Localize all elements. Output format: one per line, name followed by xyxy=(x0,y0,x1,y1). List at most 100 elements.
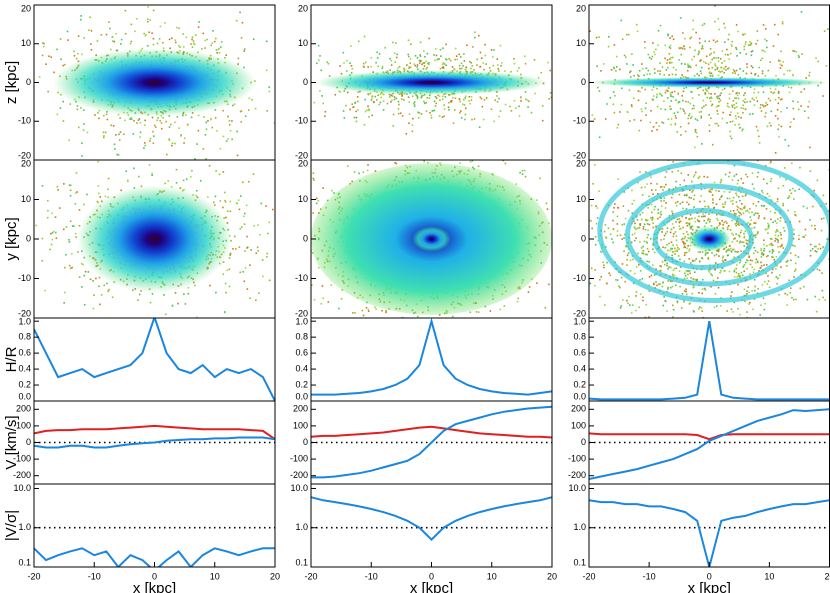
particle xyxy=(80,107,82,109)
particle xyxy=(754,236,757,239)
particle xyxy=(688,303,691,305)
particle xyxy=(679,285,681,288)
particle xyxy=(412,117,414,120)
particle xyxy=(147,20,149,23)
particle xyxy=(107,177,110,180)
particle xyxy=(168,138,170,140)
particle xyxy=(692,175,695,178)
particle xyxy=(246,235,248,238)
particle xyxy=(425,68,427,70)
particle xyxy=(707,257,710,259)
particle xyxy=(443,108,446,110)
particle xyxy=(330,189,333,192)
particle xyxy=(351,68,354,70)
particle xyxy=(798,188,800,191)
particle xyxy=(77,126,80,129)
particle xyxy=(613,111,616,114)
particle xyxy=(643,74,645,77)
particle xyxy=(464,118,466,121)
particle xyxy=(769,210,772,213)
particle xyxy=(235,19,238,22)
particle xyxy=(297,187,299,189)
y-tick-label: -20 xyxy=(18,150,31,160)
particle xyxy=(239,228,242,230)
particle xyxy=(31,260,33,262)
particle xyxy=(41,237,44,240)
particle xyxy=(654,226,657,228)
particle xyxy=(243,48,246,50)
particle xyxy=(770,218,772,221)
particle xyxy=(749,113,751,116)
particle xyxy=(752,308,754,311)
particle xyxy=(466,155,468,157)
particle xyxy=(528,100,530,103)
particle xyxy=(420,95,423,98)
particle xyxy=(659,265,661,267)
particle xyxy=(47,90,49,93)
particle xyxy=(162,117,164,119)
particle xyxy=(408,55,410,58)
particle xyxy=(687,66,690,68)
particle xyxy=(710,93,712,95)
particle xyxy=(741,195,744,198)
particle xyxy=(661,121,663,124)
particle xyxy=(162,41,164,44)
particle xyxy=(753,91,755,94)
particle xyxy=(51,238,54,241)
particle xyxy=(637,181,639,184)
particle xyxy=(648,316,650,318)
particle xyxy=(681,95,684,97)
particle xyxy=(518,67,520,69)
particle xyxy=(669,37,671,39)
particle xyxy=(268,221,271,224)
particle xyxy=(716,217,718,220)
particle xyxy=(124,119,126,122)
particle xyxy=(785,261,788,263)
particle xyxy=(86,131,89,134)
y-axis-label: z [kpc] xyxy=(3,61,20,104)
particle xyxy=(754,285,756,288)
particle xyxy=(442,47,444,49)
particle xyxy=(714,41,717,43)
particle xyxy=(562,210,564,212)
particle xyxy=(698,50,700,53)
particle xyxy=(473,68,475,71)
particle xyxy=(157,117,159,119)
particle xyxy=(414,327,416,329)
particle xyxy=(692,28,694,31)
particle xyxy=(465,66,468,69)
particle xyxy=(628,89,631,92)
particle xyxy=(619,307,622,309)
particle xyxy=(645,67,648,70)
particle xyxy=(653,51,655,53)
particle xyxy=(688,203,690,206)
particle xyxy=(637,75,640,77)
particle xyxy=(625,245,627,248)
particle xyxy=(715,189,717,192)
particle xyxy=(409,66,412,69)
particle xyxy=(696,73,698,75)
particle xyxy=(591,114,594,116)
particle xyxy=(671,91,674,94)
particle xyxy=(156,119,158,122)
particle xyxy=(680,134,682,136)
particle xyxy=(635,215,638,217)
particle xyxy=(481,105,484,108)
particle xyxy=(733,175,736,177)
particle xyxy=(116,153,119,156)
particle xyxy=(722,227,725,230)
particle xyxy=(63,63,66,66)
particle xyxy=(330,284,333,286)
particle xyxy=(626,149,628,151)
particle xyxy=(449,156,451,158)
particle xyxy=(751,97,754,100)
particle xyxy=(407,96,410,99)
particle xyxy=(132,133,135,135)
particle xyxy=(216,130,218,132)
particle xyxy=(742,182,744,184)
particle xyxy=(476,58,479,61)
particle xyxy=(658,283,660,286)
particle xyxy=(767,280,770,282)
particle xyxy=(98,285,100,288)
